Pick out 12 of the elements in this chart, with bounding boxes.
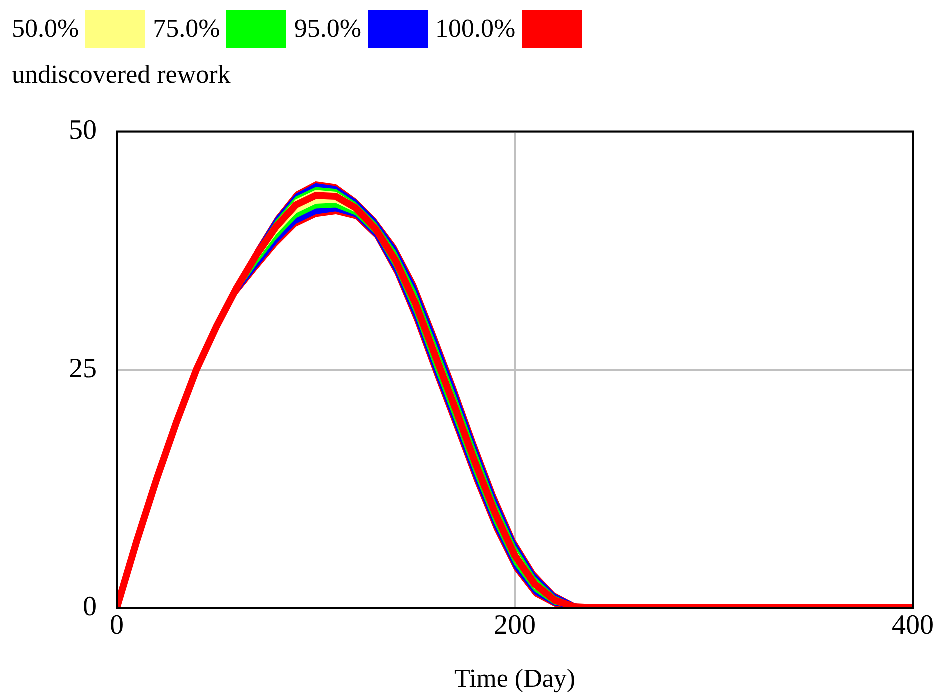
legend-label: 75.0% (153, 14, 220, 44)
legend-label: 95.0% (294, 14, 362, 44)
legend-label: 50.0% (12, 14, 80, 44)
x-tick-label: 400 (892, 610, 934, 642)
legend-label: 100.0% (436, 14, 516, 44)
y-tick-label: 25 (69, 353, 97, 384)
y-tick-label: 0 (83, 591, 97, 622)
chart-title: undiscovered rework (12, 60, 231, 90)
x-tick-label: 0 (110, 610, 124, 642)
y-tick-label: 50 (69, 115, 97, 146)
x-axis-title: Time (Day) (454, 664, 576, 694)
x-tick-label: 200 (494, 610, 536, 642)
